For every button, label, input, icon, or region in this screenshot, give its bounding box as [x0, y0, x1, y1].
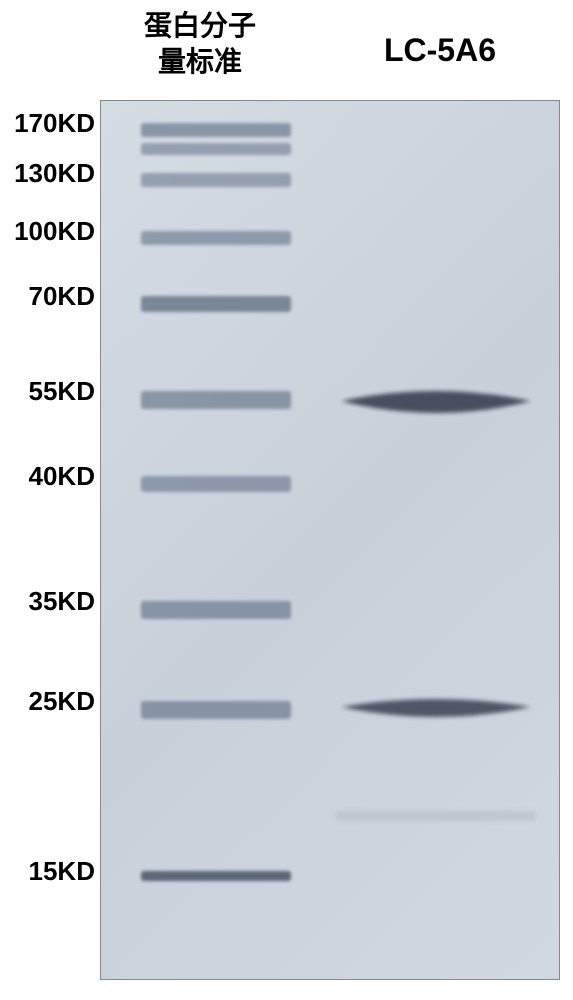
marker-band [141, 296, 291, 312]
marker-band [141, 231, 291, 245]
sample-lane [331, 101, 541, 979]
marker-band [141, 871, 291, 881]
marker-lane-header: 蛋白分子量标准 [110, 8, 290, 81]
marker-band [141, 701, 291, 719]
mw-label: 70KD [0, 281, 95, 312]
mw-label: 25KD [0, 686, 95, 717]
sample-band [336, 691, 536, 723]
mw-label: 100KD [0, 216, 95, 247]
marker-band [141, 601, 291, 619]
marker-band [141, 391, 291, 409]
mw-label: 40KD [0, 461, 95, 492]
marker-band [141, 476, 291, 492]
mw-label: 15KD [0, 856, 95, 887]
mw-label: 130KD [0, 158, 95, 189]
sample-band [336, 811, 536, 821]
mw-label: 35KD [0, 586, 95, 617]
mw-label: 55KD [0, 376, 95, 407]
marker-lane [121, 101, 311, 979]
marker-band [141, 123, 291, 137]
mw-label: 170KD [0, 108, 95, 139]
header-row: 蛋白分子量标准 LC-5A6 [0, 0, 573, 100]
marker-band [141, 143, 291, 155]
gel-container [100, 100, 560, 980]
sample-lane-header: LC-5A6 [340, 32, 540, 69]
marker-band [141, 173, 291, 187]
sample-band [336, 381, 536, 421]
